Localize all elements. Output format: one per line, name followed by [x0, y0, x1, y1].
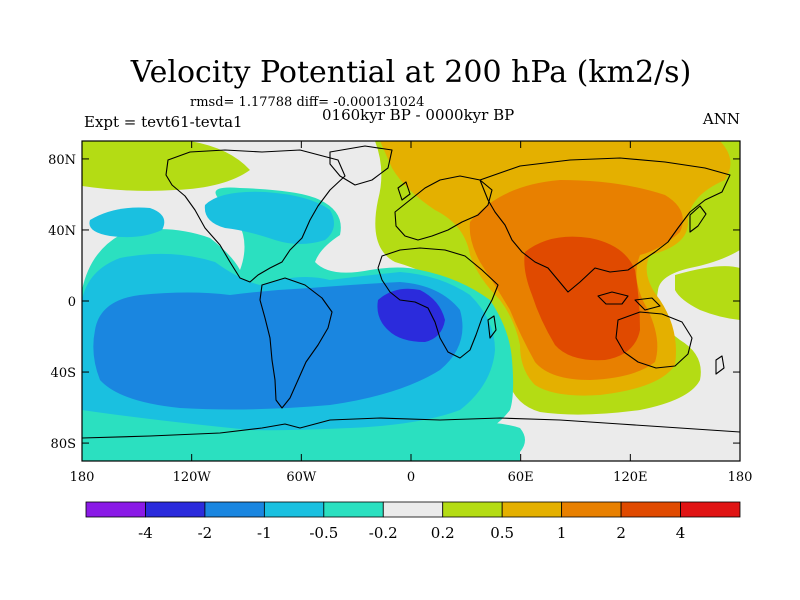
coast-uk	[397, 181, 411, 201]
colorbar-swatch	[501, 501, 563, 518]
colorbar-swatch	[680, 501, 741, 518]
y-tick-label: 0	[68, 295, 76, 310]
colorbar-label: 0.2	[431, 524, 455, 542]
x-tick-label: 180	[728, 470, 753, 485]
colorbar-swatch	[85, 501, 146, 518]
y-tick-label: 40S	[51, 366, 76, 381]
x-tick-label: 120E	[613, 470, 647, 485]
x-tick-label: 120W	[173, 470, 212, 485]
colorbar-label: -0.5	[309, 524, 338, 542]
coast-japan	[689, 205, 707, 233]
coast-north-america	[165, 149, 346, 283]
colorbar-swatch	[204, 501, 265, 518]
axis-ticks	[81, 141, 741, 461]
x-tick-label: 180	[70, 470, 95, 485]
x-tick-label: 0	[407, 470, 415, 485]
field-positive-weak-pacific	[675, 266, 740, 320]
field-negative-level1-north	[204, 191, 334, 244]
colorbar	[85, 501, 741, 518]
colorbar-label: 1	[557, 524, 567, 542]
coast-madagascar	[487, 315, 497, 339]
figure-title: Velocity Potential at 200 hPa (km2/s)	[130, 55, 692, 90]
field-positive-level3	[524, 236, 640, 361]
colorbar-label: 0.5	[490, 524, 514, 542]
coast-greenland	[329, 145, 393, 186]
colorbar-swatch	[620, 501, 681, 518]
colorbar-swatch	[145, 501, 206, 518]
colorbar-label: 4	[676, 524, 686, 542]
axis-labels: 80N 40N 0 40S 80S 180 120W 60W 0 60E 120E 180	[48, 153, 752, 485]
field-positive-weak-northwest	[82, 141, 250, 191]
coast-south-america	[259, 277, 333, 409]
field-negative-level3	[377, 288, 445, 342]
x-tick-label: 60W	[286, 470, 317, 485]
coastlines	[82, 145, 740, 439]
y-tick-label: 80S	[51, 437, 76, 452]
colorbar-swatch	[263, 501, 325, 518]
y-tick-label: 80N	[48, 153, 76, 168]
colorbar-label: -1	[257, 524, 272, 542]
colorbar-label: -2	[198, 524, 213, 542]
y-tick-label: 40N	[48, 224, 76, 239]
colorbar-label: -0.2	[369, 524, 398, 542]
coast-africa	[377, 247, 499, 359]
coast-asia	[479, 157, 731, 293]
experiment-label: Expt = tevt61-tevta1	[84, 113, 243, 131]
colorbar-swatch	[382, 501, 444, 518]
colorbar-swatch	[561, 501, 622, 518]
colorbar-labels: -4 -2 -1 -0.5 -0.2 0.2 0.5 1 2 4	[138, 524, 685, 542]
coast-australia	[615, 311, 693, 369]
colorbar-label: -4	[138, 524, 153, 542]
season-label: ANN	[702, 110, 740, 128]
colorbar-swatch	[323, 501, 384, 518]
coast-antarctica	[82, 417, 740, 439]
map-area	[82, 141, 740, 461]
coast-indonesia	[597, 291, 661, 311]
period-label: 0160kyr BP - 0000kyr BP	[322, 106, 514, 124]
coast-new-zealand	[715, 355, 725, 375]
field-negative-weak-southwest	[82, 410, 525, 461]
colorbar-label: 2	[616, 524, 626, 542]
field-negative-level2	[93, 282, 463, 410]
colorbar-swatch	[442, 501, 503, 518]
field-negative-level1-northwest	[89, 207, 165, 238]
coast-europe	[394, 175, 493, 241]
x-tick-label: 60E	[508, 470, 534, 485]
stats-text: rmsd= 1.17788 diff= -0.000131024	[190, 95, 424, 110]
